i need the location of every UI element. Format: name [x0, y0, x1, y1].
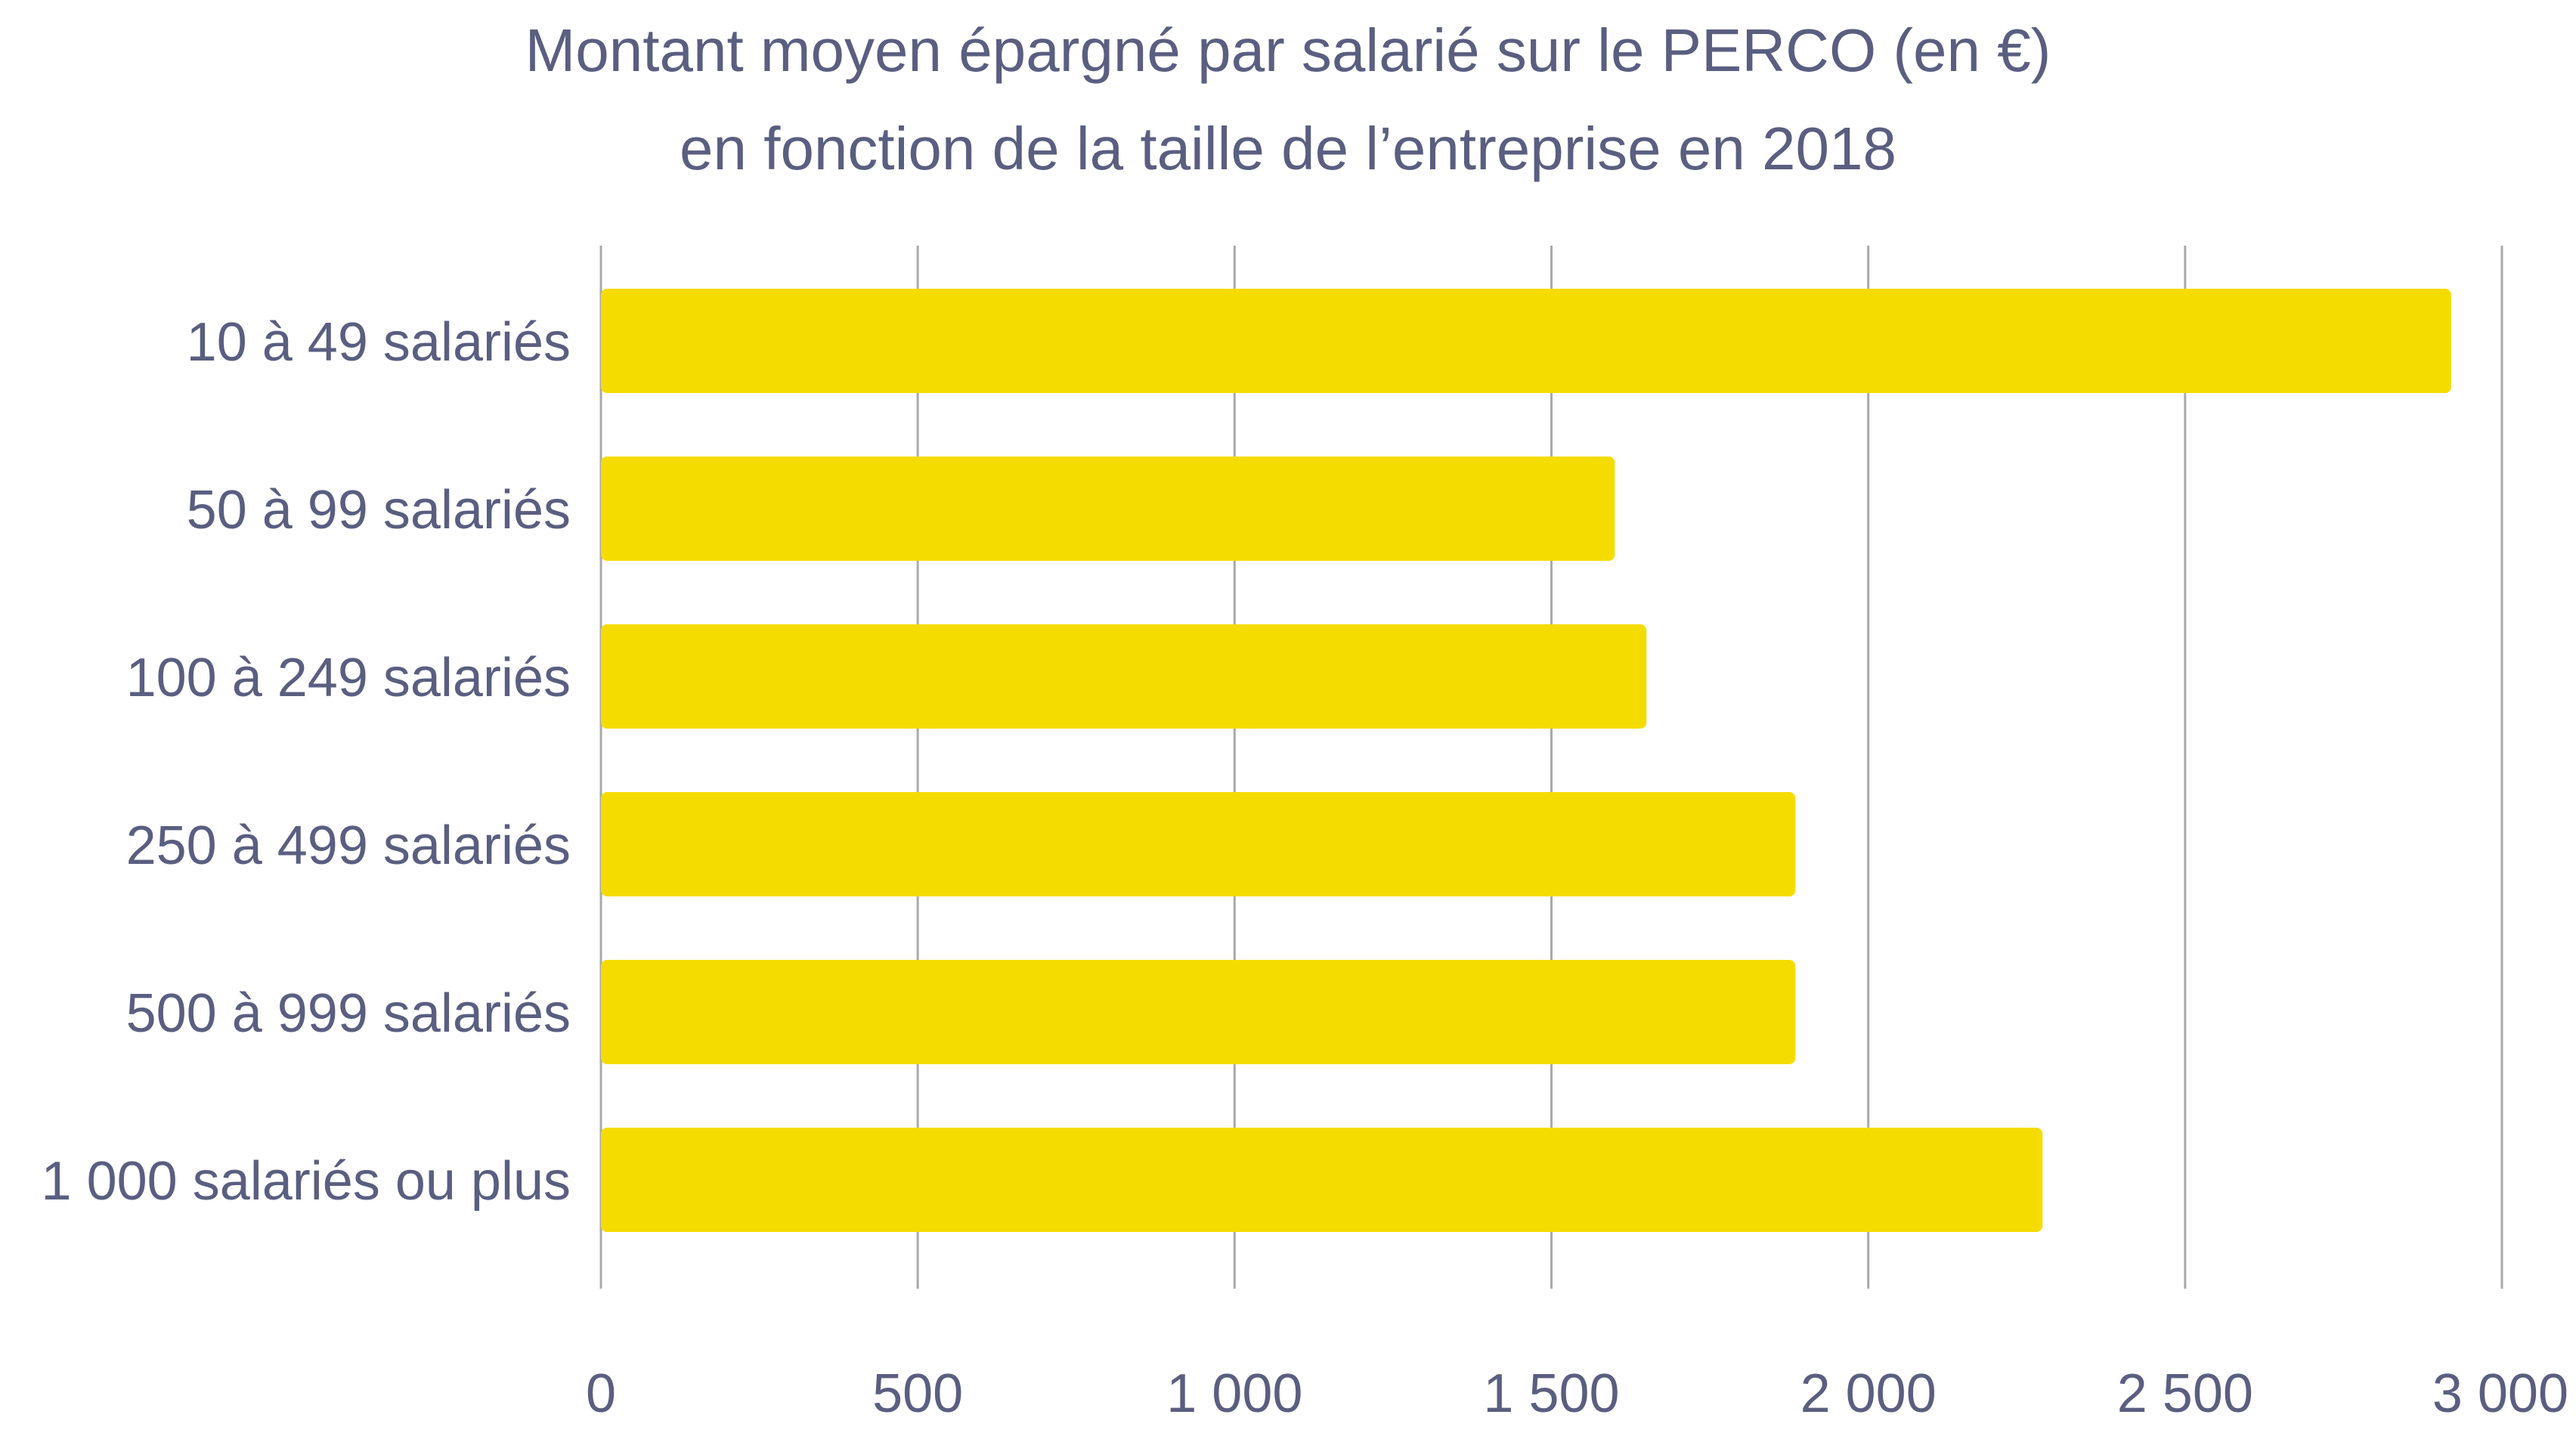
gridlines [599, 246, 2503, 1289]
x-tick-label: 1 000 [1166, 1363, 1302, 1424]
category-label: 100 à 249 salariés [126, 648, 571, 708]
x-tick-label: 500 [872, 1363, 963, 1424]
bar [601, 792, 1796, 896]
chart-title: Montant moyen épargné par salarié sur le… [0, 0, 2576, 198]
chart-title-line-1: Montant moyen épargné par salarié sur le… [525, 17, 2051, 84]
x-tick-label: 1 500 [1483, 1363, 1619, 1424]
category-label: 1 000 salariés ou plus [42, 1151, 571, 1212]
x-tick-label: 2 500 [2117, 1363, 2253, 1424]
category-label: 250 à 499 salariés [126, 816, 571, 876]
bars [601, 289, 2451, 1232]
bar [601, 960, 1796, 1064]
category-labels: 10 à 49 salariés 50 à 99 salariés 100 à 24… [42, 312, 571, 1212]
x-tick-label: 2 000 [1800, 1363, 1937, 1424]
bar [601, 289, 2451, 393]
category-label: 50 à 99 salariés [187, 480, 571, 540]
bar [601, 457, 1615, 561]
chart-title-line-2: en fonction de la taille de l’entreprise… [680, 115, 1896, 182]
category-label: 10 à 49 salariés [187, 312, 571, 373]
tick-labels: 0 500 1 000 1 500 2 000 2 500 3 000 [586, 1363, 2568, 1424]
x-tick-label: 3 000 [2432, 1363, 2568, 1424]
x-tick-label: 0 [586, 1363, 616, 1424]
bar [601, 624, 1647, 729]
bar [601, 1128, 2043, 1232]
category-label: 500 à 999 salariés [126, 983, 571, 1044]
